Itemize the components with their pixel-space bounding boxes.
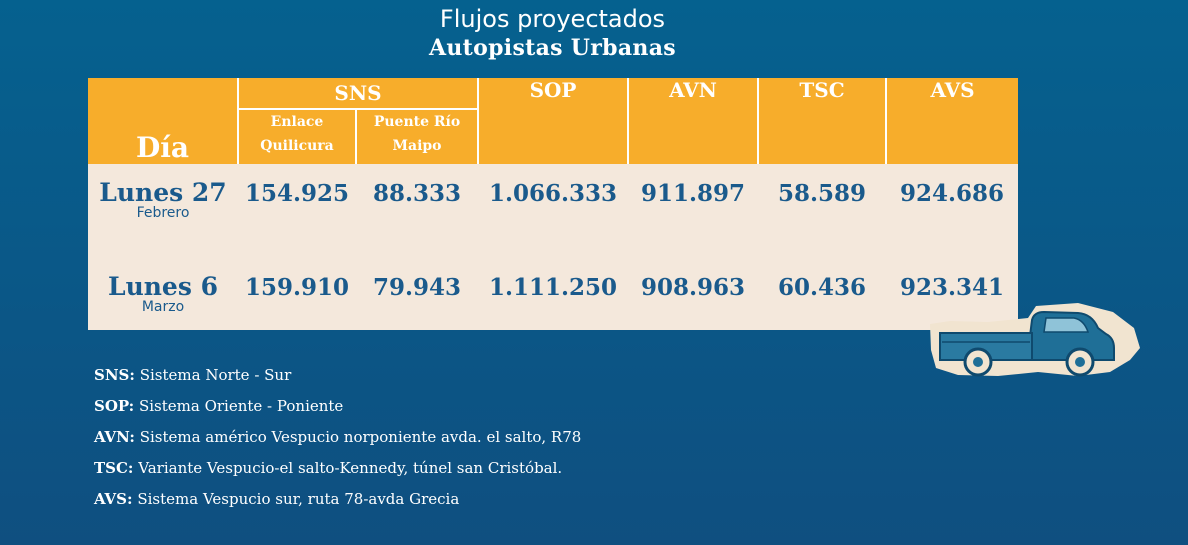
legend-text: Variante Vespucio-el salto-Kennedy, túne…	[138, 459, 563, 477]
value-cell: 1.111.250	[478, 268, 629, 330]
sns-sub-line2: Quilicura	[260, 138, 334, 154]
value-cell: 911.897	[628, 164, 759, 268]
day-label: Lunes 6	[107, 272, 218, 301]
value-cell: 924.686	[886, 164, 1019, 268]
legend-key: AVN:	[94, 428, 135, 446]
legend-item: AVS: Sistema Vespucio sur, ruta 78-avda …	[94, 484, 581, 515]
legend-text: Sistema Norte - Sur	[139, 366, 292, 384]
legend-key: SNS:	[94, 366, 135, 384]
month-label: Febrero	[136, 205, 190, 221]
legend-text: Sistema Vespucio sur, ruta 78-avda Greci…	[137, 490, 460, 508]
sns-sub-header-enlace: Enlace Quilicura	[237, 109, 356, 164]
sns-sub-line1: Puente Río	[373, 114, 461, 130]
table-row: Lunes 6 Marzo 159.910 79.943 1.111.250 9…	[88, 268, 1019, 330]
legend-item: TSC: Variante Vespucio-el salto-Kennedy,…	[94, 453, 581, 484]
month-label: Marzo	[141, 299, 185, 315]
day-cell: Lunes 6 Marzo	[88, 268, 238, 330]
value-cell: 908.963	[628, 268, 759, 330]
table-row: Lunes 27 Febrero 154.925 88.333 1.066.33…	[88, 164, 1019, 268]
avs-header: AVS	[885, 78, 1019, 164]
value-cell: 58.589	[758, 164, 887, 268]
avn-header: AVN	[627, 78, 759, 164]
legend-key: TSC:	[94, 459, 134, 477]
legend: SNS: Sistema Norte - Sur SOP: Sistema Or…	[94, 360, 581, 515]
flows-table: Día SNS SOP AVN TSC AVS Enlace Quilicura…	[88, 78, 1019, 330]
legend-item: SNS: Sistema Norte - Sur	[94, 360, 581, 391]
sns-sub-header-puente: Puente Río Maipo	[354, 109, 479, 164]
sns-sub-line1: Enlace	[270, 114, 324, 130]
title-block: Flujos proyectados Autopistas Urbanas	[0, 4, 1105, 62]
day-header: Día	[88, 78, 238, 164]
value-cell: 159.910	[238, 268, 356, 330]
tsc-header: TSC	[757, 78, 887, 164]
value-cell: 1.066.333	[478, 164, 629, 268]
day-cell: Lunes 27 Febrero	[88, 164, 238, 268]
title-line-1: Flujos proyectados	[439, 5, 666, 33]
legend-text: Sistema Oriente - Poniente	[138, 397, 344, 415]
value-cell: 923.341	[886, 268, 1019, 330]
title-line-2: Autopistas Urbanas	[429, 35, 676, 61]
value-cell: 154.925	[238, 164, 356, 268]
day-label: Lunes 27	[99, 178, 227, 207]
value-cell: 79.943	[356, 268, 479, 330]
legend-text: Sistema américo Vespucio norponiente avd…	[139, 428, 582, 446]
header-row-sub: Enlace Quilicura Puente Río Maipo	[88, 109, 1018, 164]
legend-key: SOP:	[94, 397, 135, 415]
sns-header: SNS	[236, 78, 479, 110]
legend-key: AVS:	[94, 490, 133, 508]
value-cell: 88.333	[356, 164, 479, 268]
value-cell: 60.436	[758, 268, 887, 330]
pickup-truck-svg	[930, 303, 1140, 377]
legend-item: AVN: Sistema américo Vespucio norponient…	[94, 422, 581, 453]
header-row-top: Día SNS SOP AVN TSC AVS	[88, 78, 1019, 164]
sop-header: SOP	[477, 78, 629, 164]
sns-sub-line2: Maipo	[392, 138, 442, 154]
legend-item: SOP: Sistema Oriente - Poniente	[94, 391, 581, 422]
pickup-truck-icon	[928, 300, 1143, 386]
